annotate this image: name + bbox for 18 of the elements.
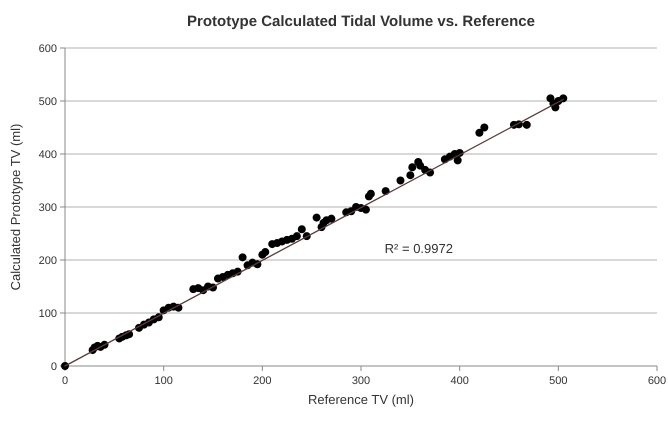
y-tick-label: 0 — [50, 360, 57, 373]
x-tick-label: 200 — [253, 375, 272, 387]
y-tick-label: 400 — [38, 148, 57, 161]
x-axis-title: Reference TV (ml) — [308, 392, 414, 407]
chart-title: Prototype Calculated Tidal Volume vs. Reference — [187, 13, 535, 30]
y-tick-label: 200 — [38, 254, 57, 267]
x-tick-label: 300 — [352, 375, 370, 387]
x-tick-label: 600 — [648, 375, 666, 387]
annotation: R² = 0.9972 — [384, 241, 453, 256]
x-tick-label: 100 — [154, 375, 173, 387]
y-tick-label: 500 — [38, 96, 57, 108]
y-axis-title: Calculated Prototype TV (ml) — [8, 124, 23, 290]
y-tick-label: 300 — [38, 202, 57, 214]
x-tick-label: 500 — [549, 375, 568, 387]
y-tick-label: 600 — [38, 42, 57, 55]
y-tick-label: 100 — [38, 308, 57, 320]
x-tick-label: 400 — [450, 375, 469, 387]
x-tick-label: 0 — [62, 375, 68, 387]
